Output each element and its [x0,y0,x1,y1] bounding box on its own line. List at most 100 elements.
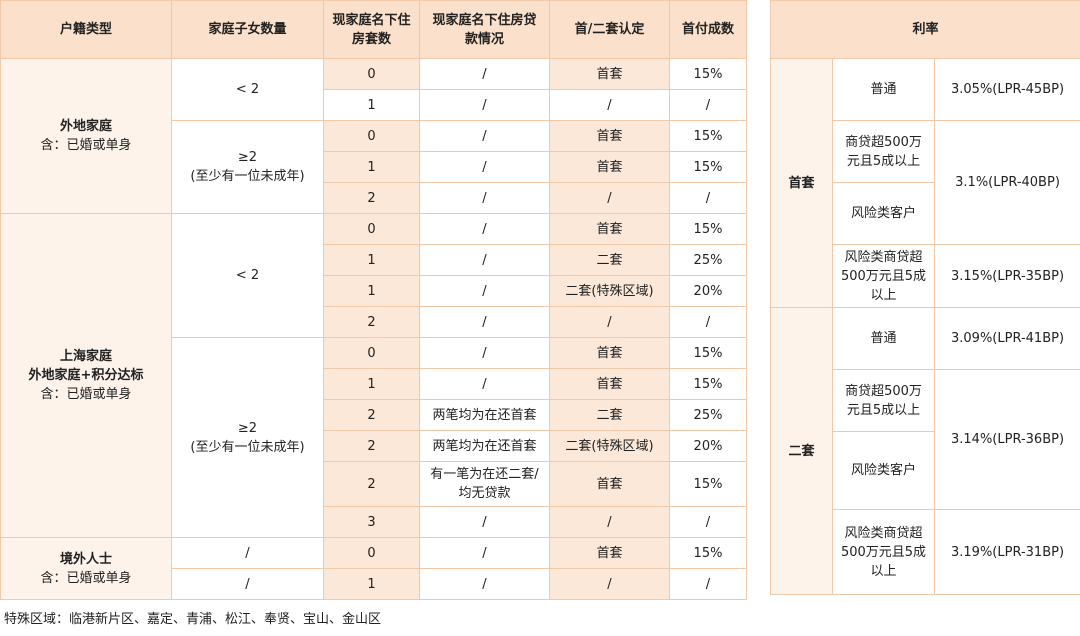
table-row: ≥2 (至少有一位未成年) 0 / 首套 15% [1,120,747,214]
cell-down: 20% [669,275,747,307]
header-hukou: 户籍类型 [0,0,172,59]
cell-status: / [549,306,670,338]
group-shanghai: 上海家庭 外地家庭+积分达标 含：已婚或单身 [0,213,172,538]
cell-status: 首套 [549,58,670,90]
children-ge2: ≥2 (至少有一位未成年) [171,337,324,538]
rate-value: 3.19%(LPR-31BP) [933,509,1080,595]
table-row: 2 两笔均为在还首套 二套(特殊区域) 20% [1,430,747,462]
rate-group-first: 首套 [770,58,833,308]
header-children: 家庭子女数量 [171,0,324,59]
cell-loans: / [419,213,550,245]
header-down-payment: 首付成数 [669,0,747,59]
cell-loans: 两笔均为在还首套 [419,430,550,462]
cell-down: 15% [669,213,747,245]
cell-down: 15% [669,151,747,183]
children-lt2: < 2 [171,58,324,121]
rate-row: 风险类客户 [771,182,1080,245]
rate-header-row: 利率 [769,0,1080,59]
table-row: 上海家庭 外地家庭+积分达标 含：已婚或单身 < 2 0 / 首套 15% [0,213,747,538]
cell-houses: 2 [323,430,420,462]
rate-group-second: 二套 [770,307,833,595]
cell-status: 二套(特殊区域) [549,430,670,462]
cell-down: / [669,89,747,121]
table-row: 1 / / / [1,89,747,121]
cell-loans: 两笔均为在还首套 [419,399,550,431]
cell-down: / [669,506,747,538]
cell-status: / [549,182,670,214]
rate-row: 风险类商贷超 500万元且5成 以上 3.15%(LPR-35BP) [771,244,1080,308]
rate-value: 3.14%(LPR-36BP) [933,369,1080,510]
cell-down: / [669,182,747,214]
table-row: 1 / 二套 25% [1,244,747,276]
cell-loans: / [419,506,550,538]
cell-houses: 2 [323,306,420,338]
rate-condition: 商贷超500万 元且5成以上 [832,120,935,183]
cell-loans: / [419,89,550,121]
cell-houses: 0 [323,213,420,245]
cell-houses: 0 [323,537,420,569]
cell-status: 首套 [549,461,670,507]
cell-status: 首套 [549,537,670,569]
cell-loans: 有一笔为在还二套/均无贷款 [419,461,550,507]
cell-down: 15% [669,537,747,569]
cell-status: 首套 [549,120,670,152]
cell-down: / [669,306,747,338]
table-row: 1 / 二套(特殊区域) 20% [1,275,747,307]
cell-houses: 1 [323,275,420,307]
cell-down: 15% [669,461,747,507]
table-row: 1 / 首套 15% [1,151,747,183]
rate-row: 首套 普通 3.05%(LPR-45BP) [770,58,1080,308]
header-first-second: 首/二套认定 [549,0,670,59]
cell-down: / [669,568,747,600]
rate-row: 风险类商贷超 500万元且5成 以上 3.19%(LPR-31BP) [771,509,1080,595]
cell-loans: / [419,275,550,307]
table-row: / 1 / / / [1,568,747,600]
cell-status: 二套(特殊区域) [549,275,670,307]
group-outside: 外地家庭 含：已婚或单身 [0,58,172,214]
interest-rate-table: 利率 首套 普通 3.05%(LPR-45BP) 商贷超500万 元且5成以上 3… [769,0,1080,595]
cell-houses: 0 [323,337,420,369]
rate-condition: 风险类客户 [832,182,935,245]
cell-loans: / [419,182,550,214]
cell-loans: / [419,337,550,369]
cell-loans: / [419,568,550,600]
cell-houses: 1 [323,89,420,121]
rate-condition: 风险类商贷超 500万元且5成 以上 [832,509,935,595]
rate-condition: 风险类客户 [832,431,935,510]
cell-status: 二套 [549,399,670,431]
rate-condition: 商贷超500万 元且5成以上 [832,369,935,432]
cell-houses: 2 [323,461,420,507]
rate-row: 风险类客户 [771,431,1080,510]
cell-down: 15% [669,337,747,369]
cell-loans: / [419,368,550,400]
table-row: 境外人士 含：已婚或单身 / 0 / 首套 15% [0,537,747,600]
rate-row: 二套 普通 3.09%(LPR-41BP) [770,307,1080,595]
cell-down: 25% [669,399,747,431]
cell-loans: / [419,120,550,152]
header-rate: 利率 [769,0,1080,59]
rate-row: 商贷超500万 元且5成以上 3.1%(LPR-40BP) [771,120,1080,245]
cell-down: 20% [669,430,747,462]
cell-houses: 2 [323,182,420,214]
cell-houses: 0 [323,120,420,152]
cell-houses: 1 [323,244,420,276]
cell-houses: 1 [323,368,420,400]
rate-condition: 普通 [832,307,935,370]
cell-status: 首套 [549,368,670,400]
children-lt2: < 2 [171,213,324,338]
mortgage-policy-table: 户籍类型 家庭子女数量 现家庭名下住 房套数 现家庭名下住房贷 款情况 首/二套认定… [0,0,747,600]
header-houses: 现家庭名下住 房套数 [323,0,420,59]
cell-status: / [549,506,670,538]
cell-status: 首套 [549,213,670,245]
cell-houses: 1 [323,568,420,600]
cell-loans: / [419,151,550,183]
cell-status: 二套 [549,244,670,276]
rate-row: 商贷超500万 元且5成以上 3.14%(LPR-36BP) [771,369,1080,510]
cell-down: 15% [669,120,747,152]
table-row: 1 / 首套 15% [1,368,747,400]
cell-down: 15% [669,58,747,90]
footnote: 特殊区域：临港新片区、嘉定、青浦、松江、奉贤、宝山、金山区 [4,612,382,627]
cell-houses: 3 [323,506,420,538]
cell-houses: 2 [323,399,420,431]
cell-status: 首套 [549,337,670,369]
